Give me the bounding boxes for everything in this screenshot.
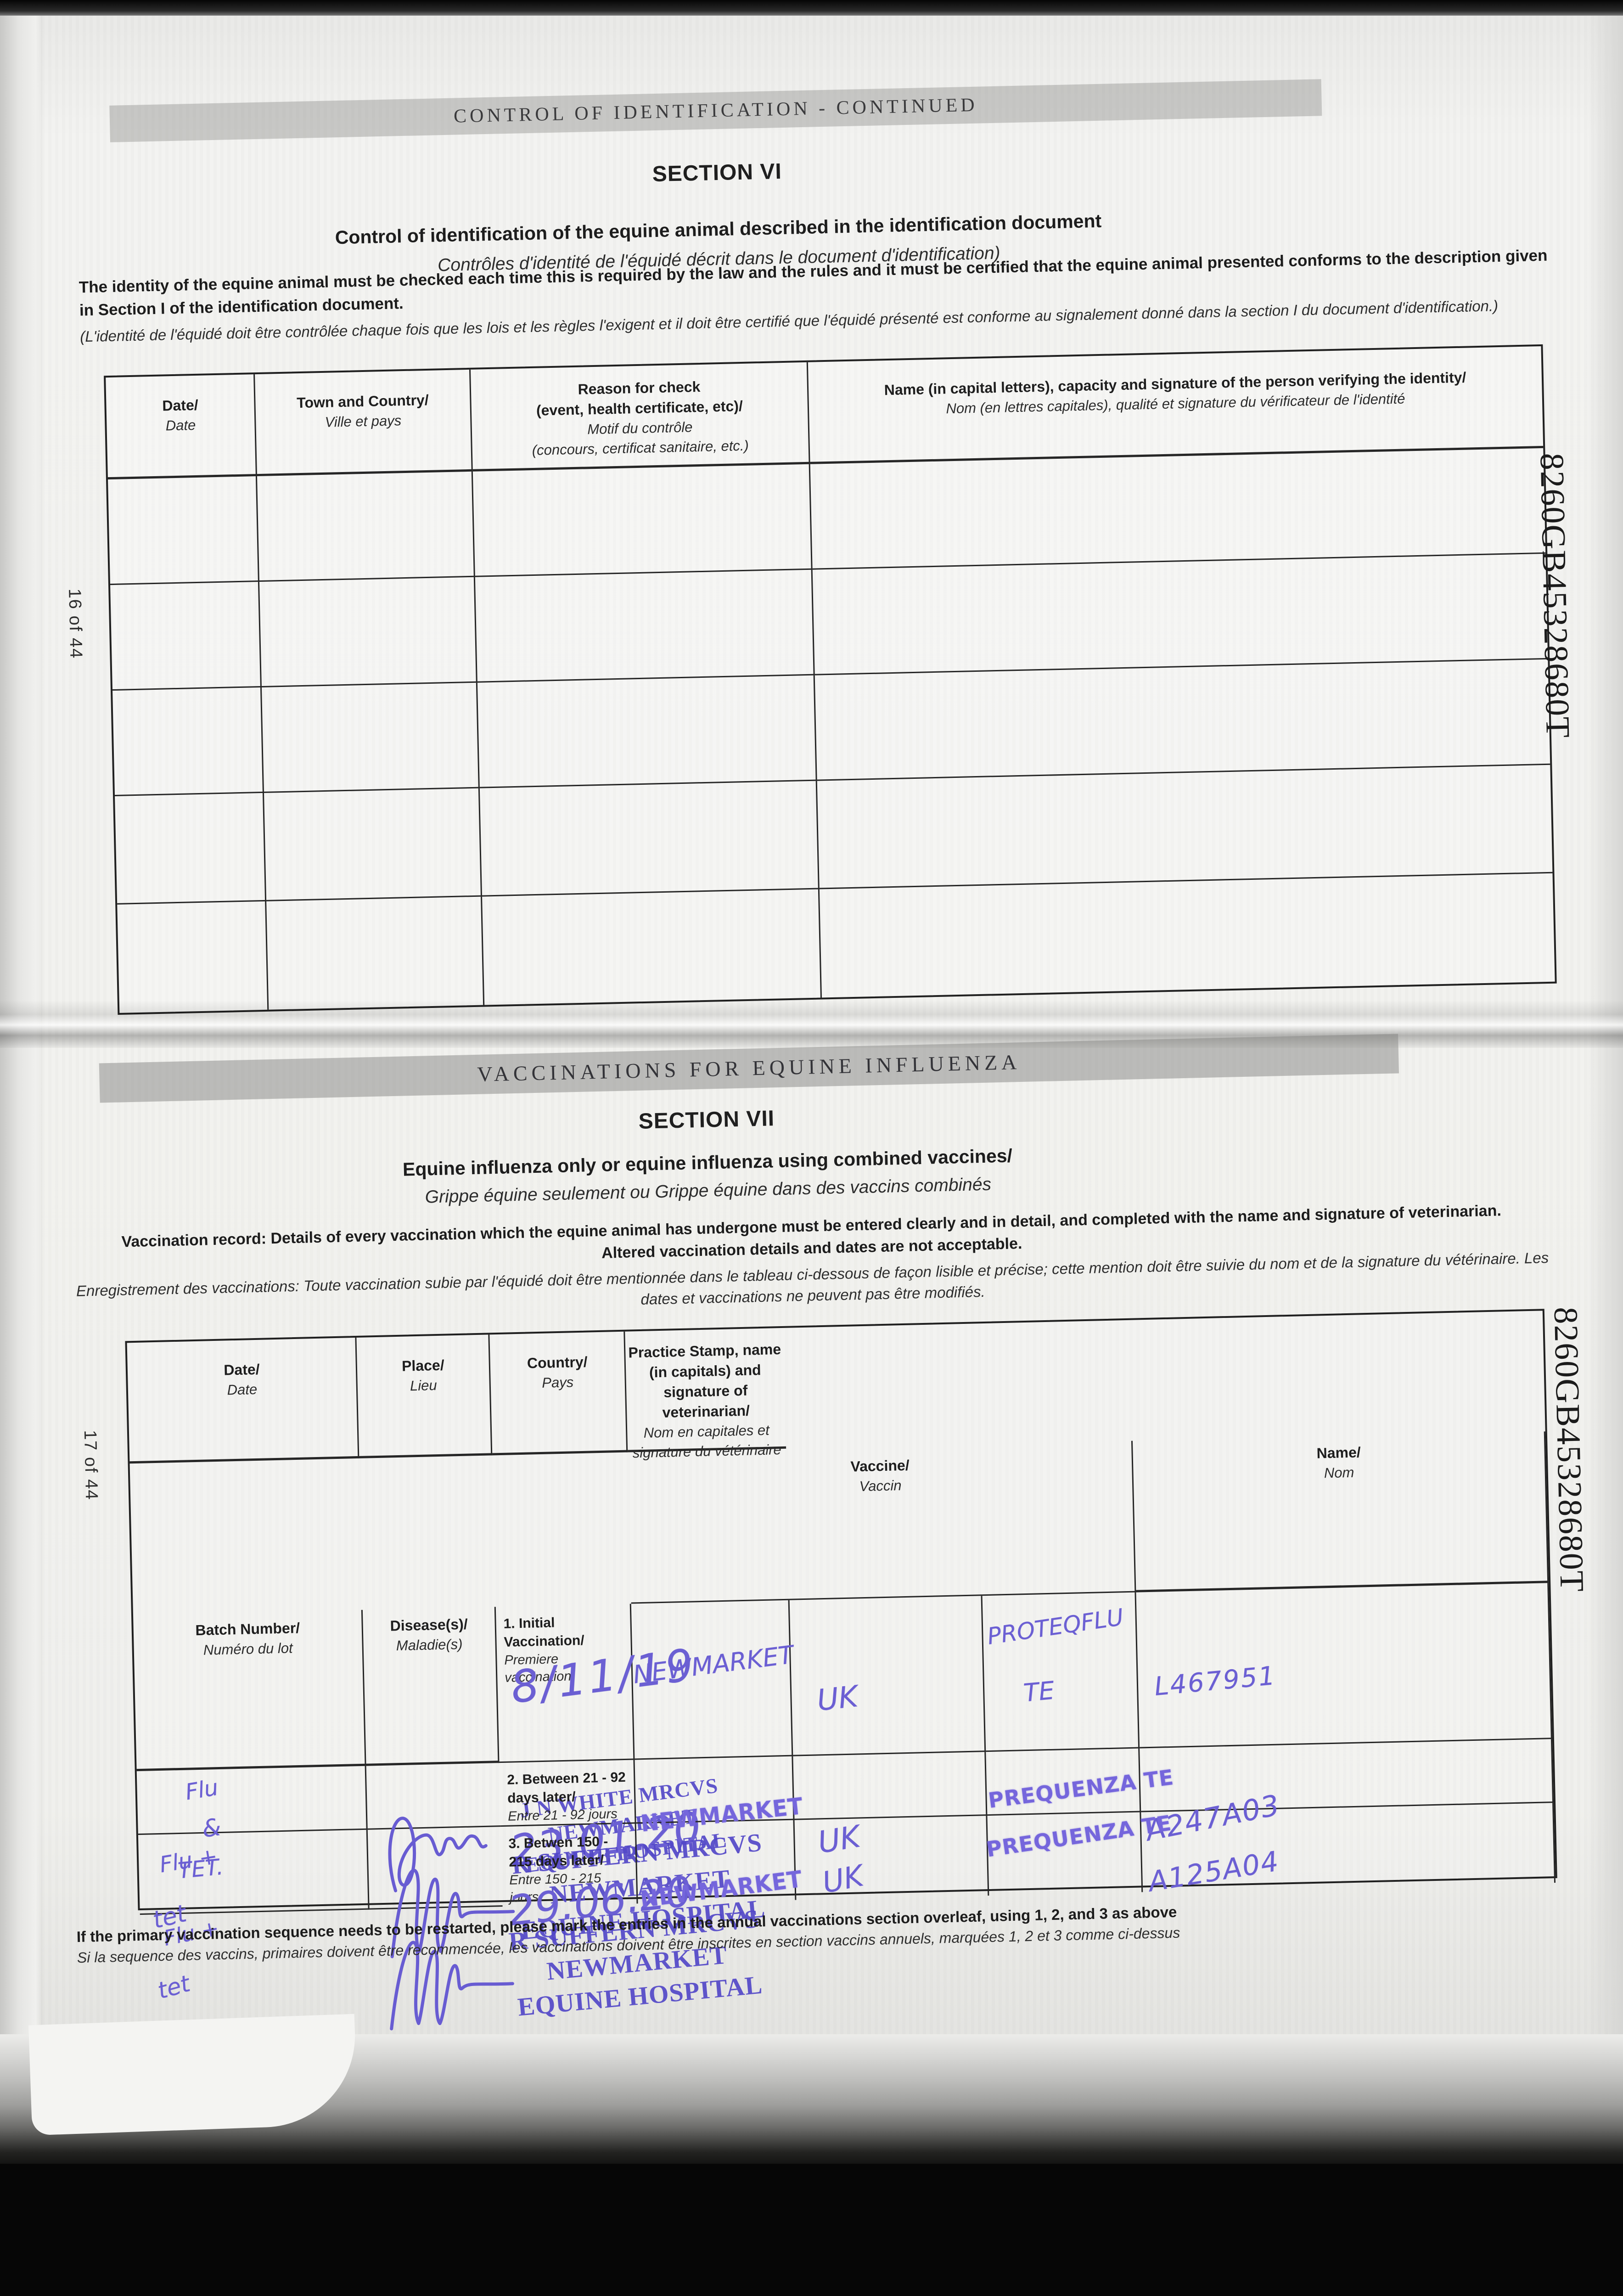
table-cell-vaccine-name: PREQUENZA TE [986, 1748, 1175, 1816]
col-header-batch-number: Batch Number/ Numéro du lot [133, 1609, 366, 1772]
table-row-label: 1. Initial Vaccination/ Premiere vaccina… [495, 1604, 699, 1763]
handwritten-disease: Flu [183, 1774, 220, 1806]
col-header-country: Country/ Pays [489, 1331, 628, 1456]
document-serial-number: 8260GB45328680T [1533, 452, 1577, 739]
handwritten-batch: L467951 [1153, 1660, 1278, 1702]
section-vi-banner: CONTROL OF IDENTIFICATION - CONTINUED [109, 79, 1322, 142]
empty-cell [115, 793, 267, 905]
empty-cell [479, 781, 820, 897]
empty-cell [257, 471, 475, 582]
col-header-disease: Disease(s)/ Maladie(s) [362, 1607, 500, 1766]
empty-cell [266, 896, 485, 1010]
page-section-vii: VACCINATIONS FOR EQUINE INFLUENZA SECTIO… [29, 1019, 1612, 2072]
empty-cell [477, 675, 817, 788]
identification-check-table: Date/ Date Town and Country/ Ville et pa… [104, 344, 1557, 1015]
table-cell-vaccine-name: PROTEQFLU TE [982, 1592, 1140, 1752]
scanner-edge [0, 0, 1623, 16]
banner-title: VACCINATIONS FOR EQUINE INFLUENZA [477, 1050, 1021, 1086]
table-cell-batch: L467951 [1136, 1583, 1552, 1749]
page-number-left: 17 of 44 [80, 1429, 101, 1501]
col-header-vaccine-name: Name/ Nom [1132, 1431, 1549, 1593]
table-cell-place: NEWMARKET [631, 1600, 795, 1760]
handwritten-vaccine: PROTEQFLU [985, 1604, 1125, 1650]
empty-cell [812, 553, 1548, 675]
handwritten-disease: Flu + [157, 1843, 219, 1878]
empty-cell [820, 873, 1555, 998]
page-section-vi: CONTROL OF IDENTIFICATION - CONTINUED SE… [30, 4, 1612, 1021]
handwritten-country: UK [815, 1679, 860, 1718]
empty-cell [259, 577, 477, 687]
veterinarian-signature [388, 1817, 488, 1892]
col-header-date: Date/ Date [127, 1337, 359, 1464]
table-cell-place: NEWMARKET [635, 1756, 804, 1837]
empty-cell [482, 889, 822, 1005]
handwritten-country: UK [820, 1859, 866, 1901]
empty-cell [117, 901, 269, 1013]
table-cell-batch: A247A03 [1140, 1739, 1554, 1847]
col-header-town-country: Town and Country/ Ville et pays [255, 369, 473, 477]
table-cell-batch: A125A04 [1141, 1803, 1556, 1898]
table-cell-disease: Flu & TET. [136, 1766, 368, 1884]
empty-cell [264, 788, 483, 901]
scan-background [0, 2164, 1623, 2296]
handwritten-place: NEWMARKET [631, 1640, 795, 1689]
table-cell-country: UK [794, 1816, 989, 1901]
empty-cell [472, 464, 813, 577]
table-row-label: 3. Betwen 150 - 215 days later/ Entre 15… [500, 1823, 694, 1936]
table-cell-disease: Flu + tet [138, 1829, 370, 1934]
veterinarian-signature [390, 1868, 515, 1958]
table-row-label: 2. Between 21 - 92 days later/ Entre 21 … [499, 1760, 704, 1877]
empty-cell [817, 765, 1553, 889]
empty-cell [261, 682, 480, 793]
empty-cell [814, 659, 1550, 781]
veterinarian-signature [390, 1941, 514, 2031]
table-cell-stamp: J N WHITE MRCVS NEWMARKET EQUINE HOSPITA… [366, 1763, 728, 1892]
table-cell-country: UK [793, 1752, 988, 1860]
table-cell-country: UK [789, 1596, 986, 1756]
col-header-reason: Reason for check (event, health certific… [470, 362, 810, 472]
banner-title: CONTROL OF IDENTIFICATION - CONTINUED [453, 94, 978, 127]
document-serial-number: 8260GB45328680T [1546, 1306, 1591, 1593]
table-cell-vaccine-name: PREQUENZA TE [985, 1810, 1173, 1896]
handwritten-batch: A125A04 [1146, 1845, 1282, 1898]
empty-cell [475, 569, 815, 683]
book-spine-shadow [0, 1000, 1623, 1048]
empty-cell [110, 582, 262, 691]
section-vii-intro: Vaccination record: Details of every vac… [61, 1198, 1564, 1323]
col-header-date: Date/ Date [106, 374, 257, 480]
handwritten-vaccine: TE [1022, 1676, 1056, 1708]
vaccination-table: Date/ Date Place/ Lieu Country/ Pays Vac… [125, 1309, 1557, 2031]
table-cell-stamp: R SUFFERN MRCVS NEWMARKET EQUINE HOSPITA… [367, 1827, 767, 1958]
page-number-left: 16 of 44 [65, 588, 86, 659]
section-vi-title: SECTION VI [652, 159, 782, 187]
col-header-place: Place/ Lieu [356, 1334, 493, 1458]
handwritten-disease: tet [155, 1970, 193, 2004]
col-header-verifier-name: Name (in capital letters), capacity and … [808, 346, 1544, 464]
empty-cell [108, 476, 259, 585]
empty-cell [112, 687, 264, 796]
table-cell-stamp: R SUFFERN MRCVS NEWMARKET EQUINE HOSPITA… [370, 1905, 764, 2031]
empty-cell [810, 448, 1546, 570]
table-cell-place: NEWMARKET [636, 1820, 804, 1913]
col-header-vaccine: Vaccine/ Vaccin [628, 1441, 1136, 1604]
section-vii-title: SECTION VII [638, 1106, 775, 1134]
col-header-practice-stamp: Practice Stamp, name (in capitals) and s… [625, 1328, 786, 1461]
